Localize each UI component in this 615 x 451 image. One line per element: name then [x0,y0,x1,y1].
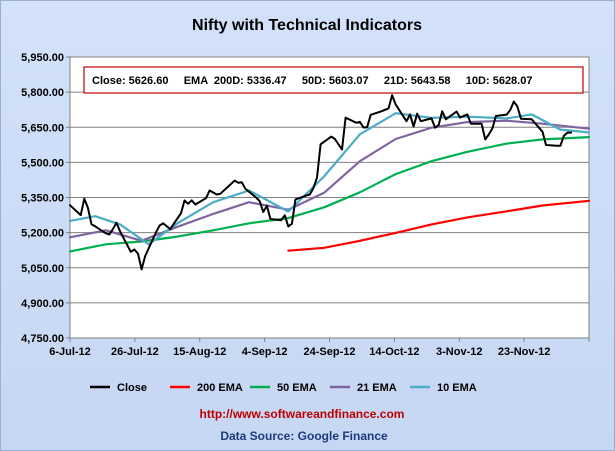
legend-label: 200 EMA [197,382,243,394]
legend-label: 50 EMA [277,382,317,394]
y-tick-label: 5,350.00 [21,193,64,205]
info-box [83,66,584,94]
y-tick-label: 4,750.00 [21,333,64,345]
legend-label: 10 EMA [437,382,477,394]
y-tick-label: 5,650.00 [21,122,64,134]
y-axis: 4,750.00 4,900.00 5,050.00 5,200.00 5,350.00… [21,52,70,345]
info-box-text: Close: 5626.60 EMA 200D: 5336.47 50D: 56… [92,75,532,87]
legend: Close 200 EMA 50 EMA 21 EMA 10 EMA [90,382,477,394]
y-tick-label: 5,200.00 [21,228,64,240]
legend-label: Close [117,382,147,394]
y-tick-label: 5,800.00 [21,87,64,99]
x-tick-label: 26-Jul-12 [111,346,159,358]
series-line-200-ema [287,199,591,252]
y-tick-label: 5,500.00 [21,157,64,169]
footer-url: http://www.softwareandfinance.com [200,407,405,421]
chart-title: Nifty with Technical Indicators [192,17,422,34]
y-tick-label: 5,950.00 [21,52,64,64]
footer-source: Data Source: Google Finance [220,429,388,443]
y-tick-label: 4,900.00 [21,298,64,310]
x-tick-label: 14-Oct-12 [369,346,419,358]
legend-label: 21 EMA [357,382,397,394]
x-tick-label: 6-Jul-12 [49,346,91,358]
x-tick-label: 15-Aug-12 [173,346,226,358]
x-tick-label: 24-Sep-12 [304,346,356,358]
series-line-close [69,94,573,271]
y-tick-label: 5,050.00 [21,263,64,275]
x-tick-label: 23-Nov-12 [498,346,551,358]
x-tick-label: 4-Sep-12 [242,346,288,358]
x-tick-label: 3-Nov-12 [436,346,482,358]
series-line-10-ema [68,112,591,246]
x-axis: 6-Jul-12 26-Jul-12 15-Aug-12 4-Sep-12 24-Sep… [49,338,590,358]
series-lines [68,94,591,271]
